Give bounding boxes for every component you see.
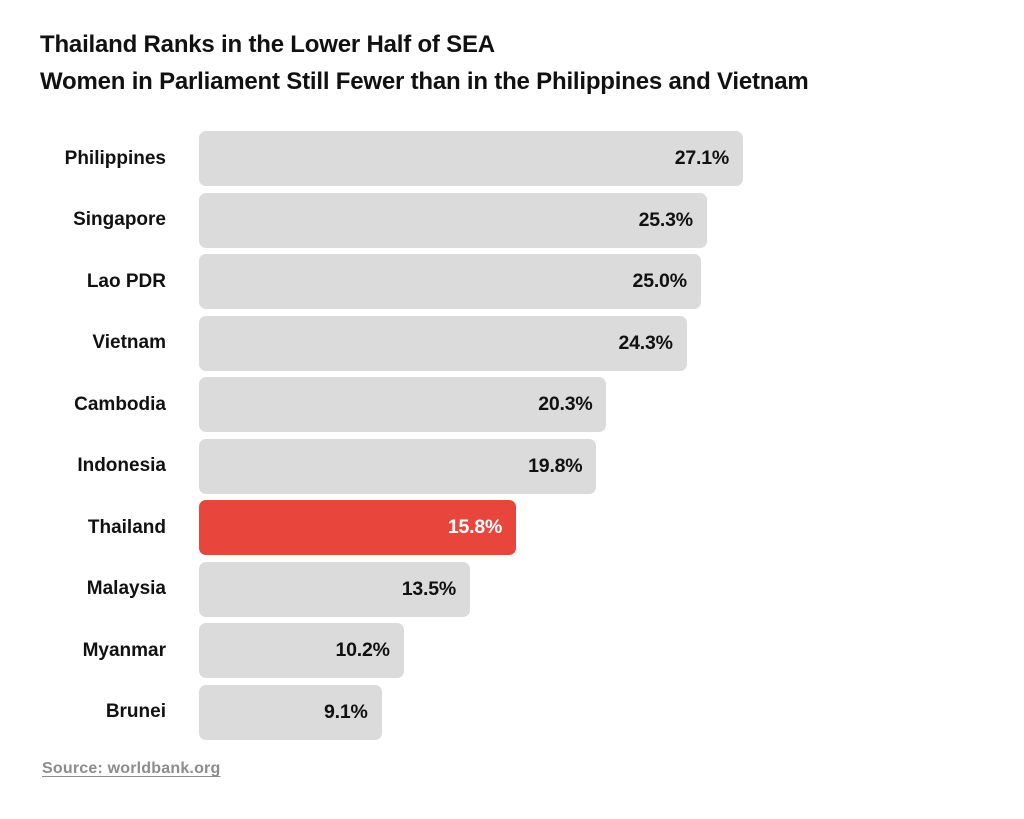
value-label: 20.3% <box>538 393 593 415</box>
category-label: Singapore <box>73 209 166 230</box>
chart-row: Indonesia 19.8% <box>40 438 984 494</box>
bar-track: 24.3% <box>199 315 984 371</box>
bar-track: 25.3% <box>199 192 984 248</box>
bar: 20.3% <box>199 377 607 432</box>
value-label: 15.8% <box>447 516 503 538</box>
chart-subtitle: Women in Parliament Still Fewer than in … <box>40 68 809 95</box>
category-label: Vietnam <box>92 332 166 353</box>
value-label: 25.0% <box>632 270 687 292</box>
chart-row: Malaysia 13.5% <box>40 561 984 617</box>
bar: 27.1% <box>199 131 743 186</box>
chart-title-block: Thailand Ranks in the Lower Half of SEA … <box>40 26 809 100</box>
bar: 19.8% <box>199 438 597 494</box>
value-label: 25.3% <box>638 208 693 231</box>
value-label: 19.8% <box>528 454 583 477</box>
bar-track: 27.1% <box>199 131 984 186</box>
category-label: Brunei <box>105 701 166 722</box>
bar: 24.3% <box>199 315 687 371</box>
category-label: Philippines <box>64 147 166 169</box>
category-label: Lao PDR <box>86 270 166 292</box>
chart-row: Brunei 9.1% <box>40 684 984 740</box>
value-label: 27.1% <box>674 147 729 169</box>
chart-row: Lao PDR 25.0% <box>40 254 984 309</box>
bar-track: 9.1% <box>199 684 984 740</box>
value-label: 13.5% <box>401 577 456 600</box>
chart-row: Cambodia 20.3% <box>40 377 984 432</box>
chart-row: Philippines 27.1% <box>40 131 984 186</box>
chart-row: Singapore 25.3% <box>40 192 984 248</box>
bar-track: 20.3% <box>199 377 984 432</box>
value-label: 24.3% <box>618 331 673 354</box>
bar: 9.1% <box>199 684 382 740</box>
bar: 25.3% <box>199 192 707 248</box>
value-label: 9.1% <box>324 700 368 723</box>
chart-row: Vietnam 24.3% <box>40 315 984 371</box>
source-link[interactable]: Source: worldbank.org <box>42 760 221 777</box>
chart-row: Thailand 15.8% <box>40 500 984 555</box>
chart-title: Thailand Ranks in the Lower Half of SEA <box>40 31 495 58</box>
category-label: Myanmar <box>82 639 166 661</box>
bar: 10.2% <box>199 623 404 678</box>
bar-track: 15.8% <box>199 500 984 555</box>
chart-row: Myanmar 10.2% <box>40 623 984 678</box>
bar: 25.0% <box>199 254 701 309</box>
category-label: Thailand <box>87 516 166 538</box>
bar-track: 19.8% <box>199 438 984 494</box>
bar-track: 10.2% <box>199 623 984 678</box>
bar-track: 25.0% <box>199 254 984 309</box>
category-label: Cambodia <box>74 393 166 415</box>
bar-track: 13.5% <box>199 561 984 617</box>
category-label: Malaysia <box>86 578 166 599</box>
bar-highlighted: 15.8% <box>199 500 517 555</box>
category-label: Indonesia <box>77 455 166 476</box>
bar-chart: Philippines 27.1% Singapore 25.3% Lao PDR 25.… <box>40 131 984 746</box>
bar: 13.5% <box>199 561 470 617</box>
value-label: 10.2% <box>335 639 390 661</box>
